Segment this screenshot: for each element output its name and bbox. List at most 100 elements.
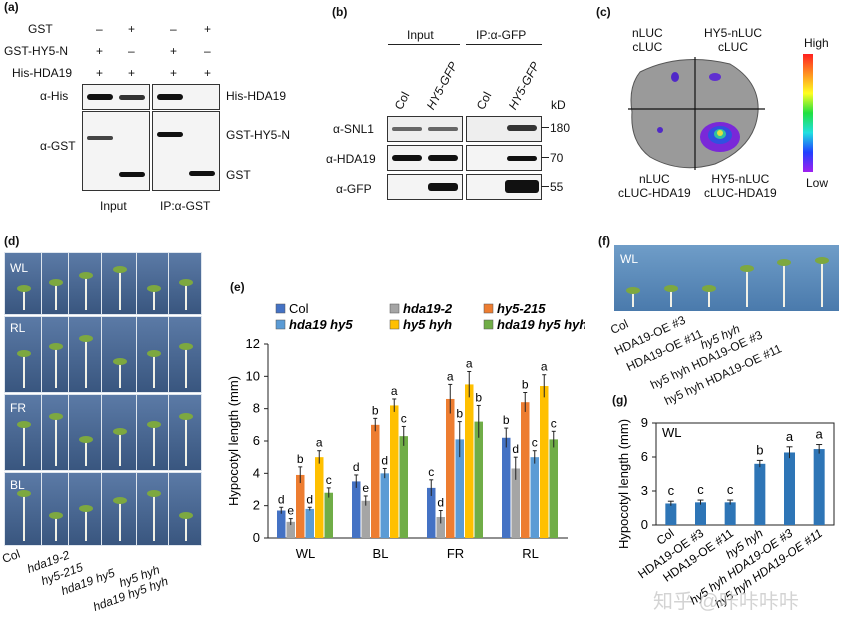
row-label-gst: GST (28, 22, 53, 36)
lane-label-hy5-gfp-2: HY5-GFP (505, 59, 543, 112)
genotype-label-col: Col (0, 546, 22, 566)
seedling-photo (168, 472, 202, 546)
seedling-photo (101, 252, 137, 315)
y-tick-label: 9 (641, 415, 648, 430)
x-tick-label: WL (296, 546, 316, 561)
x-tick-label: BL (373, 546, 389, 561)
blot-gfp-input (387, 174, 463, 200)
legend-label: hy5-215 (497, 301, 546, 316)
marker-70: 70 (550, 151, 564, 165)
row-label-gst-hy5-n: GST-HY5-N (4, 44, 69, 58)
legend-swatch (275, 319, 286, 330)
seedling-photo (728, 245, 766, 311)
bar (549, 439, 558, 538)
sign-r1-c2: + (170, 44, 178, 58)
significance-letter: a (447, 369, 454, 383)
legend-label: hda19-2 (403, 301, 453, 316)
sign-r1-c3: – (204, 44, 211, 58)
legend-label: hda19 hy5 hyh (497, 317, 585, 332)
seedling-photo (4, 316, 42, 393)
legend-swatch (389, 319, 400, 330)
y-tick-label: 2 (253, 498, 260, 513)
quadrant-label-tr: HY5-nLUC cLUC (704, 26, 763, 54)
bar (530, 457, 539, 538)
sign-r2-c3: + (204, 66, 212, 80)
seedling-photo (136, 252, 169, 315)
significance-letter: a (391, 384, 398, 398)
bar (277, 510, 286, 538)
seedling-photo (41, 472, 69, 546)
sign-r2-c2: + (170, 66, 178, 80)
bar (352, 481, 361, 538)
significance-letter: e (287, 504, 294, 518)
sign-r2-c1: + (128, 66, 136, 80)
seedling-photo (136, 472, 169, 546)
significance-letter: c (532, 436, 538, 450)
seedling-photo (136, 394, 169, 471)
lane-label-col-1: Col (391, 89, 413, 112)
significance-letter: b (475, 390, 482, 404)
lane-label-col-2: Col (473, 89, 495, 112)
significance-letter: d (437, 496, 444, 510)
bar (813, 449, 825, 525)
significance-letter: c (326, 473, 332, 487)
input-label-b: Input (407, 28, 434, 42)
antibody-hda19-label: α-HDA19 (326, 152, 376, 166)
sign-r0-c2: – (170, 22, 177, 36)
legend-swatch (275, 303, 286, 314)
significance-letter: b (522, 378, 529, 392)
legend-swatch (389, 303, 400, 314)
seedling-photo (41, 252, 69, 315)
blot-hda19-input (387, 145, 463, 171)
blot-gfp-ip (466, 174, 542, 200)
panel-g-label: (g) (612, 393, 628, 407)
bar (784, 452, 795, 525)
band-label-gst: GST (226, 168, 251, 182)
seedling-photo (68, 252, 102, 315)
condition-label-f: WL (620, 252, 638, 266)
y-tick-label: 8 (253, 401, 260, 416)
significance-letter: a (786, 429, 794, 444)
significance-letter: d (306, 492, 313, 506)
bar (371, 424, 380, 538)
legend-label: hda19 hy5 (289, 317, 353, 332)
plot-frame (655, 422, 835, 526)
condition-label-bl: BL (10, 478, 25, 492)
sign-r0-c3: + (204, 22, 212, 36)
bar (540, 386, 549, 538)
band-label-his-hda19: His-HDA19 (226, 89, 287, 103)
intensity-scale-bar (803, 54, 813, 172)
seedling-photo (168, 394, 202, 471)
panel-a-label: (a) (4, 0, 19, 14)
blot-hda19-ip (466, 145, 542, 171)
quadrant-label-bl: nLUC cLUC-HDA19 (618, 172, 691, 200)
significance-letter: d (278, 492, 285, 506)
bar (390, 405, 399, 538)
bar (724, 502, 736, 525)
bar (399, 436, 408, 538)
significance-letter: d (353, 460, 360, 474)
blot-gst-ip (152, 111, 220, 191)
sign-r0-c0: – (96, 22, 103, 36)
legend-label: Col (289, 301, 309, 316)
marker-55: 55 (550, 180, 564, 194)
sign-r0-c1: + (128, 22, 136, 36)
sign-r1-c1: – (128, 44, 135, 58)
blot-his-ip (152, 84, 220, 110)
significance-letter: b (297, 452, 304, 466)
significance-letter: c (401, 411, 407, 425)
bar (665, 503, 677, 525)
luciferase-leaf-image (628, 57, 765, 170)
scale-high-label: High (804, 36, 829, 50)
significance-letter: e (362, 481, 369, 495)
antibody-snl1-label: α-SNL1 (333, 122, 374, 136)
significance-letter: a (466, 356, 473, 370)
y-tick-label: 0 (641, 517, 648, 532)
seedling-photo (101, 394, 137, 471)
seedling-photo (68, 394, 102, 471)
bar (465, 384, 474, 538)
y-tick-label: 4 (253, 465, 260, 480)
row-label-his-hda19: His-HDA19 (12, 66, 73, 80)
antibody-gfp-label: α-GFP (336, 182, 372, 196)
blot-his-input (82, 84, 150, 110)
